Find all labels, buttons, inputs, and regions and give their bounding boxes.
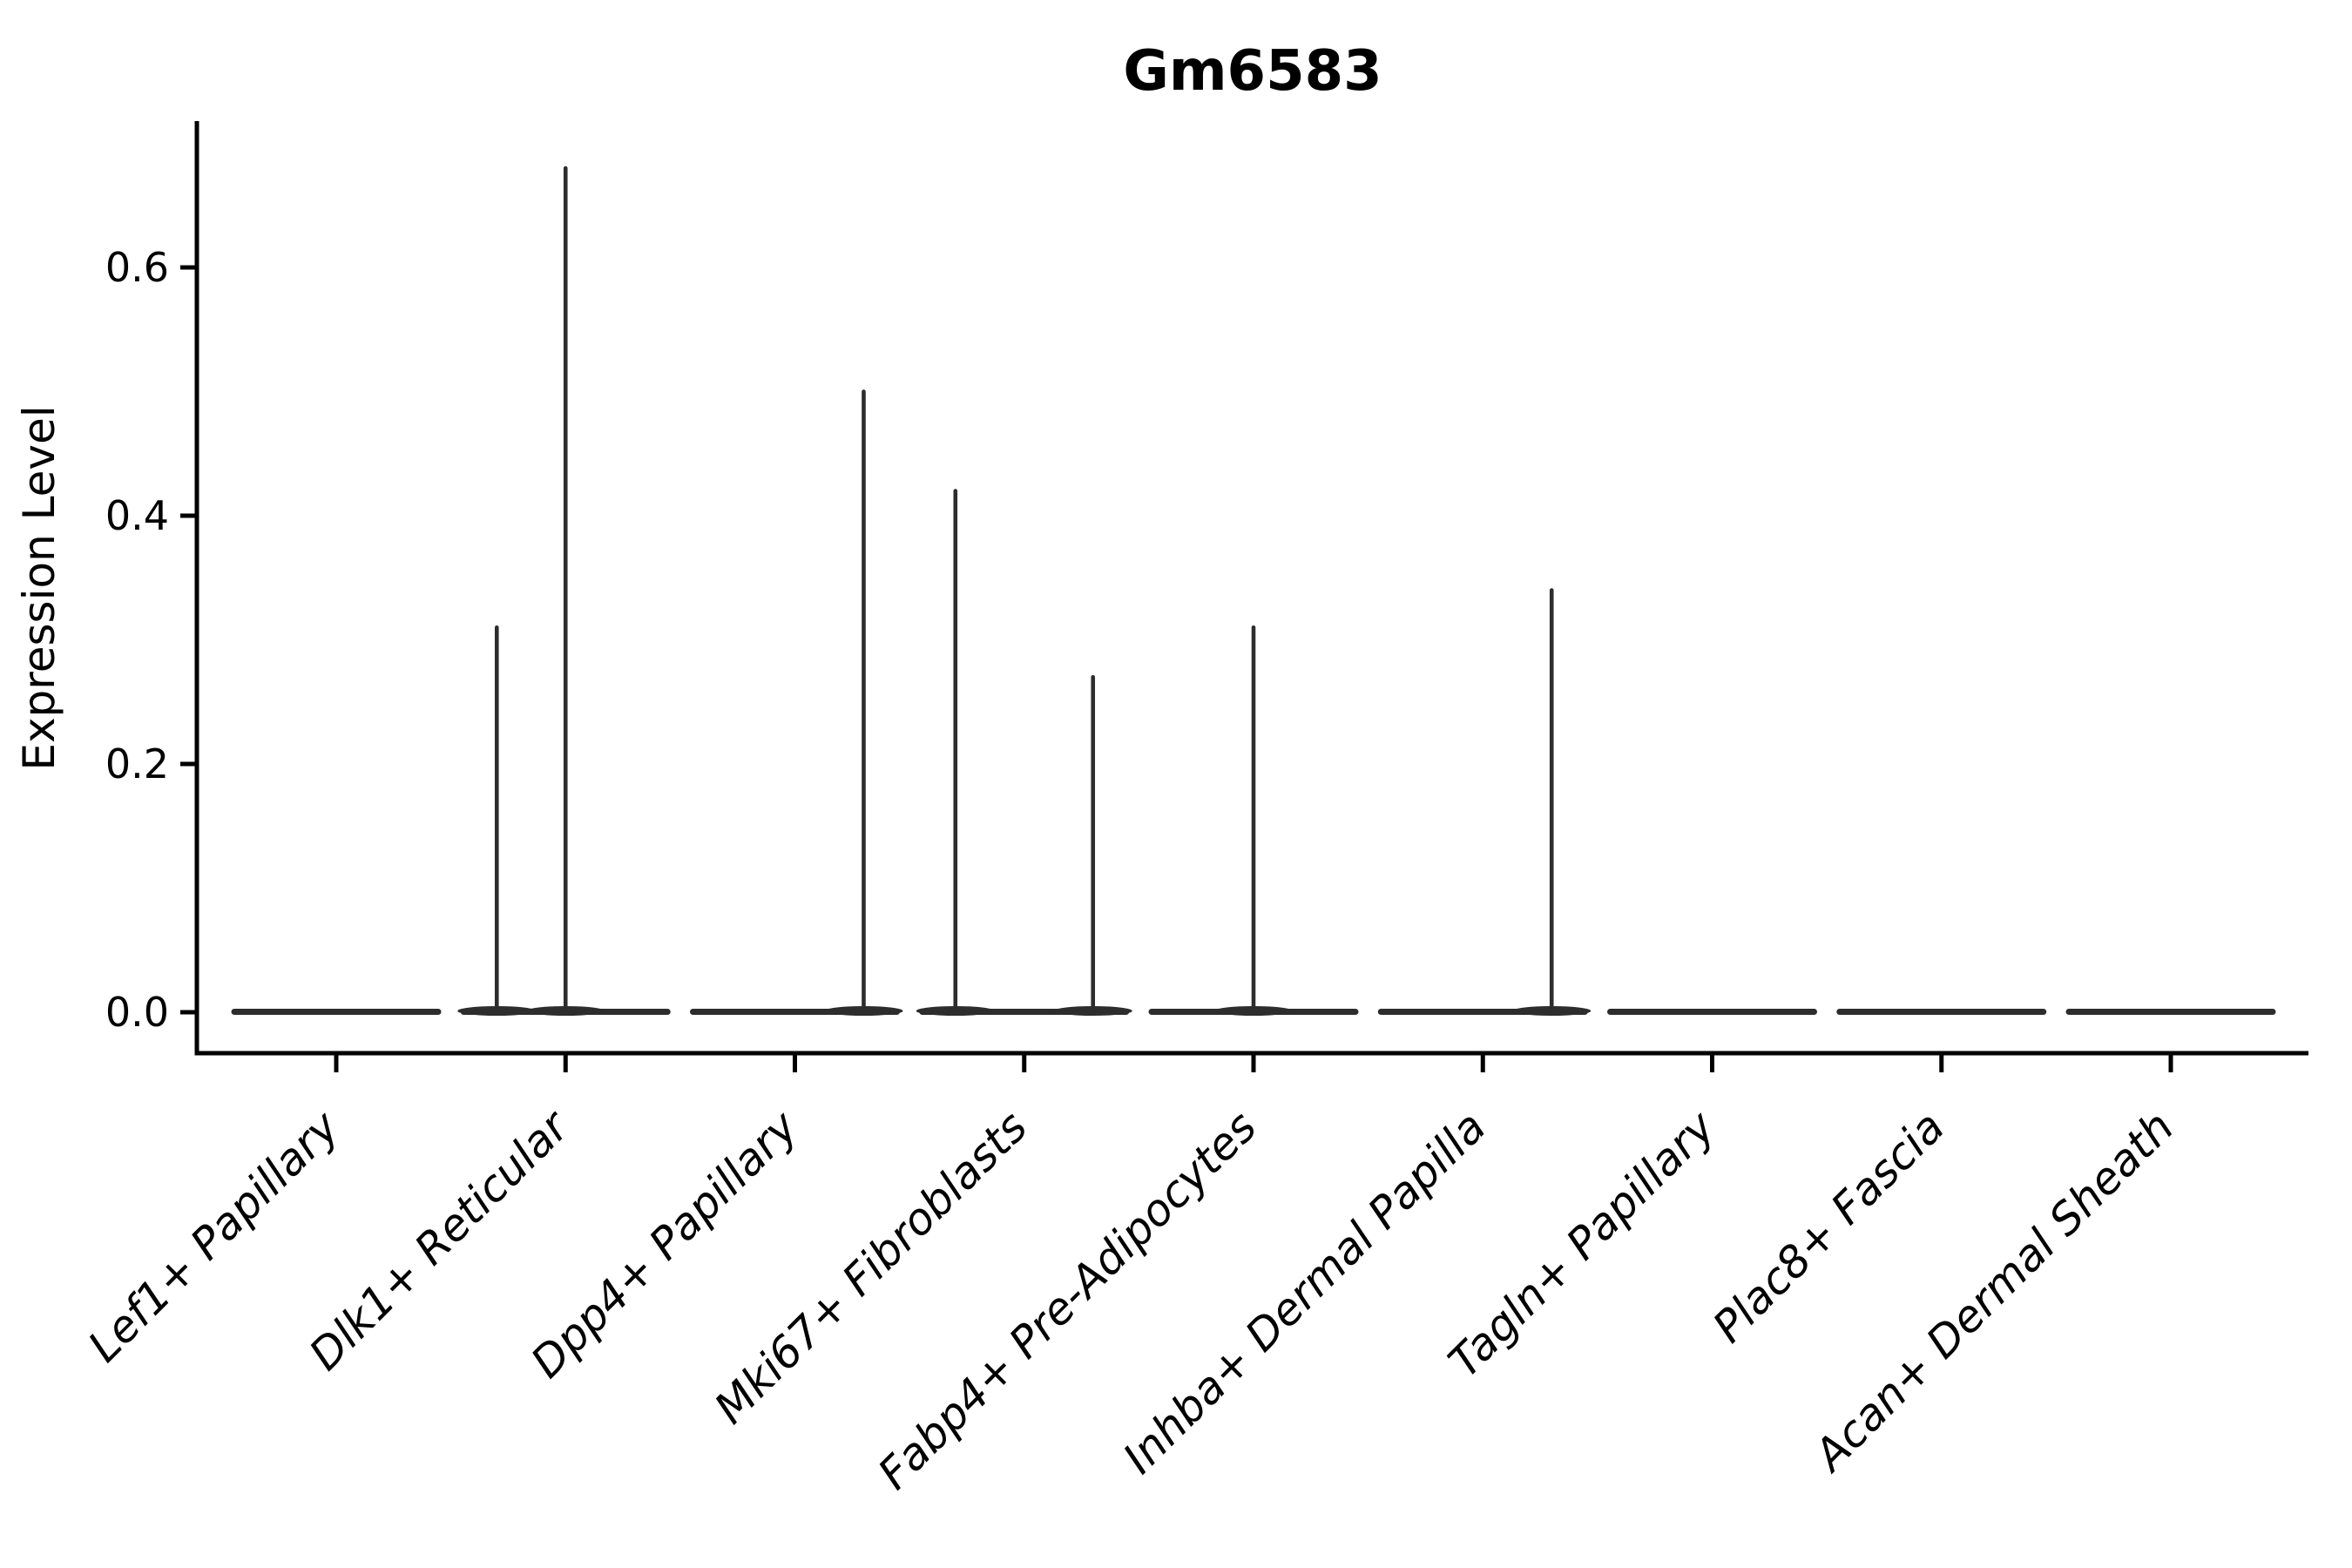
y-tick-label: 0.2: [105, 740, 169, 787]
y-tick-label: 0.0: [105, 989, 169, 1036]
x-tick-label: Inhba+ Dermal Papilla: [1113, 1101, 1495, 1483]
x-tick-label: Fabp4+ Pre-Adipocytes: [868, 1101, 1267, 1499]
y-tick-label: 0.4: [105, 492, 169, 539]
y-tick-label: 0.6: [105, 244, 169, 291]
y-axis-label: Expression Level: [14, 405, 64, 770]
x-tick-label: Plac8+ Fascia: [1703, 1101, 1954, 1352]
chart-title: Gm6583: [1123, 39, 1382, 104]
x-tick-label: Lef1+ Papillary: [78, 1100, 349, 1371]
x-tick-label: Acan+ Dermal Sheath: [1803, 1101, 2184, 1482]
